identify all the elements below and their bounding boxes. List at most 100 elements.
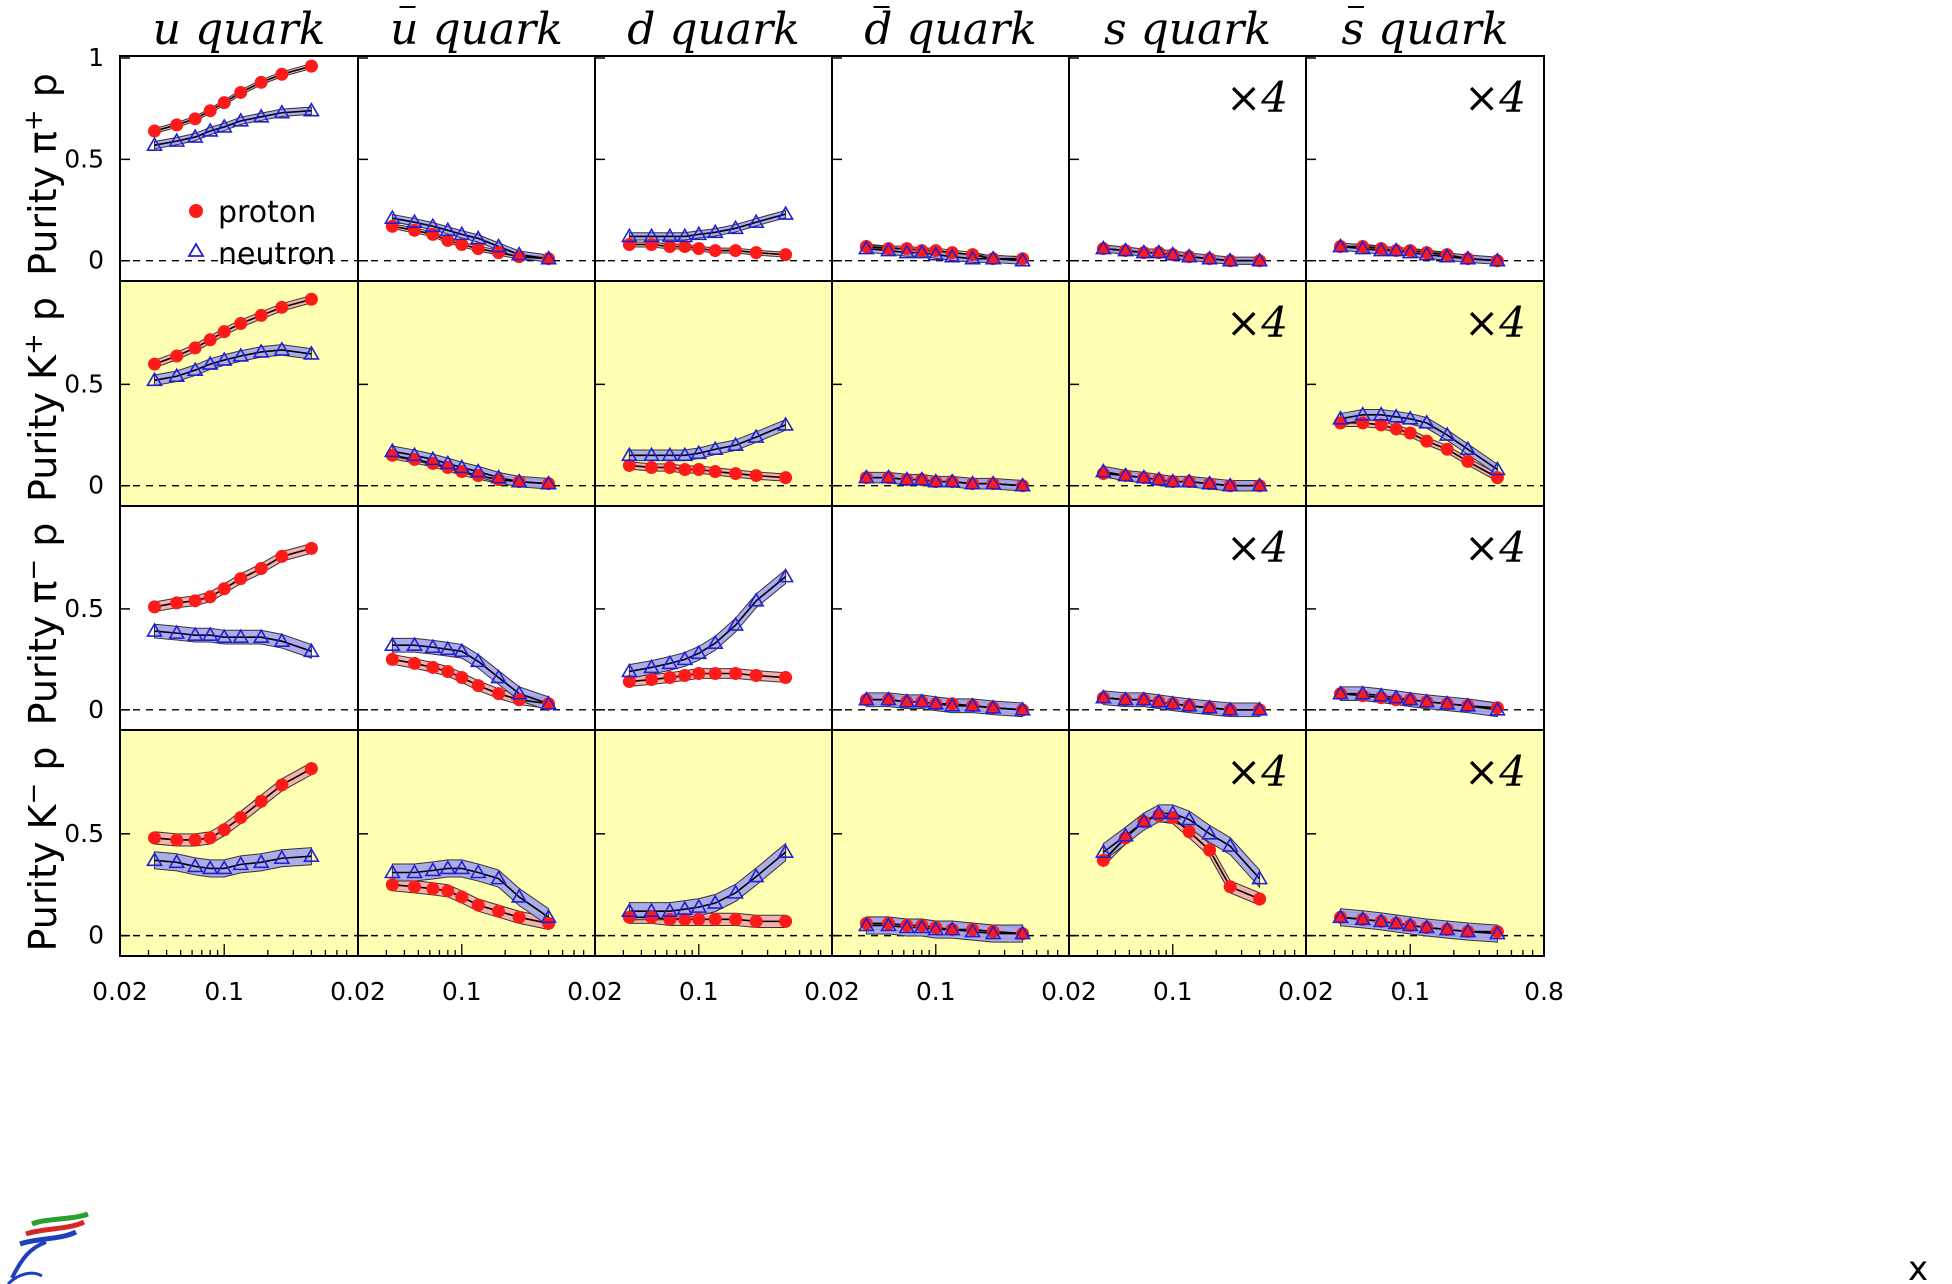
proton-point: [304, 292, 318, 306]
neutron-point: [1418, 414, 1436, 429]
proton-point: [1152, 695, 1166, 709]
proton-point: [408, 656, 422, 670]
proton-point: [492, 246, 506, 260]
proton-point: [692, 242, 706, 256]
proton-point: [882, 916, 896, 930]
proton-point: [408, 452, 422, 466]
neutron-point: [620, 446, 638, 462]
proton-point: [254, 308, 268, 322]
row-y-label: Purity K+ p: [19, 297, 65, 502]
neutron-point: [1014, 477, 1031, 492]
proton-point: [986, 925, 1000, 939]
proton-point: [645, 238, 659, 252]
neutron-point: [1117, 827, 1134, 842]
panel-frame: [594, 505, 833, 731]
neutron-point: [303, 102, 320, 117]
neutron-point: [964, 697, 981, 712]
proton-point: [455, 671, 469, 685]
neutron-point: [1180, 473, 1198, 488]
neutron-point: [273, 849, 291, 865]
proton-point: [678, 669, 692, 683]
proton-point: [1356, 240, 1370, 254]
y-tick-label: 1: [88, 43, 104, 72]
proton-point: [1137, 693, 1151, 707]
proton-point: [966, 477, 980, 491]
neutron-point: [303, 847, 320, 863]
proton-point: [1253, 254, 1267, 268]
neutron-curve: [1340, 413, 1498, 471]
y-tick-label: 0.5: [64, 369, 104, 398]
proton-point: [966, 923, 980, 937]
neutron-point: [232, 628, 250, 643]
neutron-point: [201, 355, 219, 370]
neutron-point: [1180, 810, 1198, 826]
neutron-point: [406, 446, 423, 462]
neutron-point: [1354, 910, 1372, 926]
proton-point: [1253, 479, 1267, 493]
proton-point: [275, 778, 289, 792]
y-tick-label: 0.5: [64, 819, 104, 848]
proton-point: [678, 240, 692, 254]
proton-point: [1203, 843, 1217, 857]
proton-point: [1137, 246, 1151, 260]
neutron-point: [201, 859, 219, 875]
neutron-point: [232, 112, 250, 127]
legend-proton-marker: [189, 204, 203, 218]
neutron-curve: [629, 576, 787, 673]
neutron-point: [747, 592, 765, 607]
neutron-point: [1221, 252, 1239, 267]
proton-point: [170, 349, 184, 363]
x-axis-label: x: [1908, 1249, 1928, 1284]
row-y-label: Purity π− p: [19, 523, 65, 726]
proton-point: [1440, 923, 1454, 937]
neutron-curve: [392, 644, 549, 705]
neutron-point: [168, 624, 186, 639]
proton-point: [986, 701, 1000, 715]
neutron-curve: [392, 867, 550, 918]
proton-point: [945, 923, 959, 937]
neutron-point: [383, 863, 401, 879]
proton-point: [859, 240, 873, 254]
neutron-point: [943, 473, 961, 488]
proton-point: [729, 467, 743, 481]
neutron-point: [186, 626, 204, 641]
neutron-point: [984, 250, 1002, 265]
neutron-point: [964, 250, 981, 265]
neutron-point: [1489, 460, 1506, 476]
neutron-point: [1251, 252, 1268, 267]
proton-point: [542, 477, 556, 491]
proton-point: [729, 244, 743, 258]
neutron-point: [1438, 695, 1456, 710]
neutron-point: [913, 918, 931, 934]
proton-point: [1461, 925, 1475, 939]
x-tick-label: 0.02: [804, 977, 860, 1006]
scale-factor-label: ×4: [1226, 298, 1288, 347]
proton-point: [882, 242, 896, 256]
proton-point: [915, 695, 929, 709]
neutron-point: [880, 916, 897, 932]
neutron-point: [964, 475, 981, 490]
proton-point: [1420, 246, 1434, 260]
proton-point: [217, 823, 231, 837]
proton-point: [304, 541, 318, 555]
proton-point: [729, 666, 743, 680]
column-title: d quark: [864, 4, 1037, 55]
proton-point: [455, 465, 469, 479]
neutron-point: [540, 695, 557, 710]
neutron-point: [1117, 242, 1134, 257]
proton-point: [678, 463, 692, 477]
column-title: s quark: [1341, 4, 1508, 55]
neutron-point: [1372, 242, 1390, 257]
proton-point: [900, 473, 914, 487]
proton-point: [859, 916, 873, 930]
proton-point: [945, 475, 959, 489]
proton-point: [1137, 815, 1151, 829]
proton-point: [1203, 477, 1217, 491]
proton-point: [915, 244, 929, 258]
neutron-point: [777, 205, 794, 220]
proton-point: [929, 475, 943, 489]
proton-point: [1403, 426, 1417, 440]
neutron-point: [383, 209, 401, 224]
proton-point: [188, 112, 202, 126]
proton-point: [1420, 434, 1434, 448]
